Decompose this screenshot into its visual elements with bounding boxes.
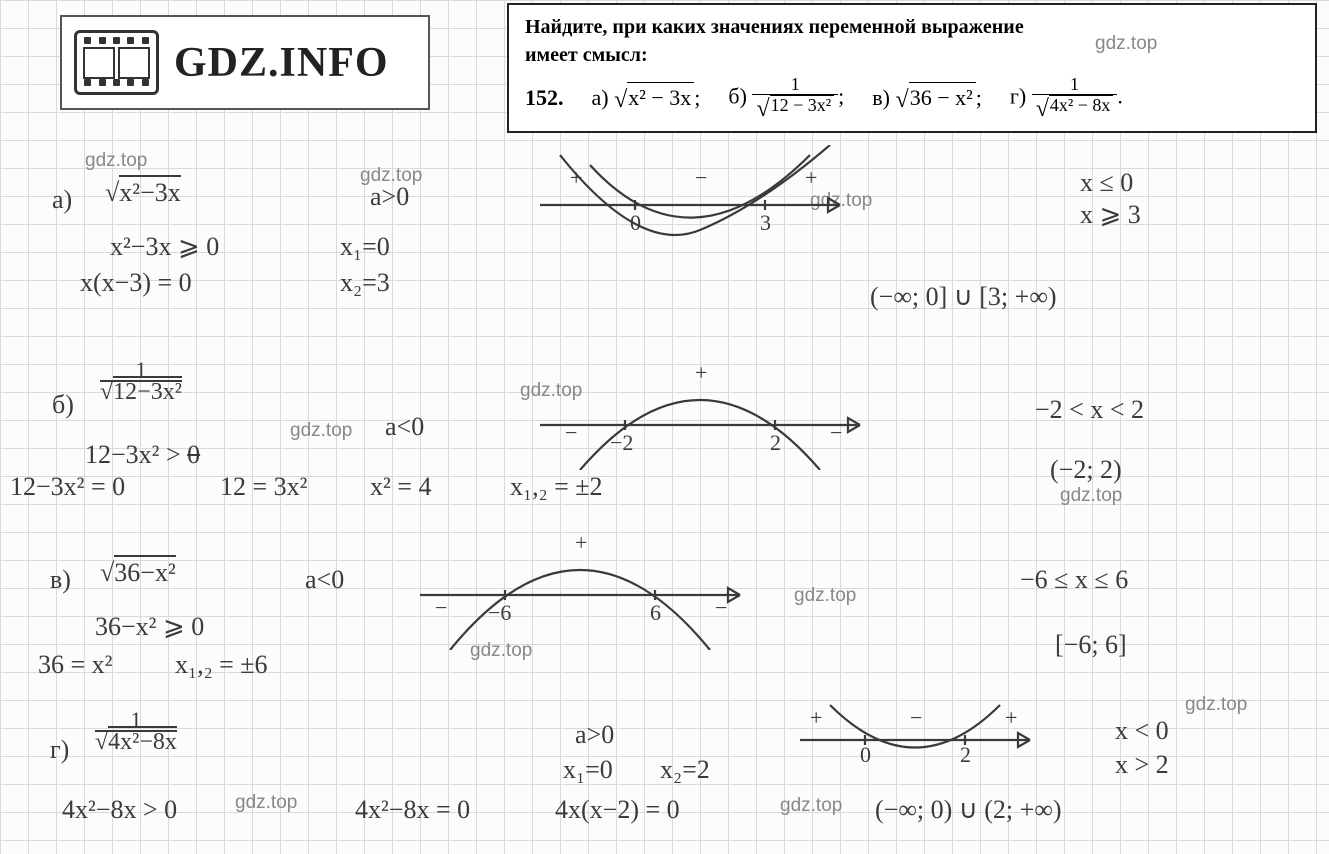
g-diagram: 0 2 + − + bbox=[790, 700, 1050, 790]
b-line1: 12−3x² > 0 bbox=[85, 440, 200, 470]
v-roots: x₁,₂ = ±6 bbox=[175, 650, 268, 680]
b-diagram: −2 2 − + − bbox=[530, 350, 890, 470]
g-root2: x₂=2 bbox=[660, 755, 710, 785]
svg-text:+: + bbox=[575, 530, 587, 555]
v-line2: 36 = x² bbox=[38, 650, 112, 680]
watermark: gdz.top bbox=[1185, 694, 1247, 716]
a-res1: x ≤ 0 bbox=[1080, 168, 1133, 198]
g-sign: a>0 bbox=[575, 720, 614, 750]
watermark: gdz.top bbox=[290, 420, 352, 442]
svg-text:0: 0 bbox=[860, 742, 871, 767]
watermark: gdz.top bbox=[780, 795, 842, 817]
a-root1: x₁=0 bbox=[340, 232, 390, 262]
g-root1: x₁=0 bbox=[563, 755, 613, 785]
svg-text:3: 3 bbox=[760, 210, 771, 235]
svg-text:−: − bbox=[695, 165, 707, 190]
item-b: б) 1 √12 − 3x² ; bbox=[728, 75, 844, 122]
a-diagram: 0 3 + − + bbox=[530, 145, 870, 265]
b-label: б) bbox=[52, 390, 74, 420]
b-line4: x² = 4 bbox=[370, 472, 431, 502]
svg-text:2: 2 bbox=[770, 430, 781, 455]
b-expr: 1 √12−3x² bbox=[100, 360, 182, 403]
svg-text:6: 6 bbox=[650, 600, 661, 625]
svg-text:+: + bbox=[810, 705, 822, 730]
watermark: gdz.top bbox=[794, 585, 856, 607]
svg-text:−: − bbox=[715, 595, 727, 620]
svg-text:−2: −2 bbox=[610, 430, 633, 455]
a-line1: x²−3x ⩾ 0 bbox=[110, 232, 219, 262]
a-line2: x(x−3) = 0 bbox=[80, 268, 192, 298]
v-answer: [−6; 6] bbox=[1055, 630, 1127, 660]
problem-number: 152. bbox=[525, 83, 564, 114]
logo-text: GDZ.INFO bbox=[174, 39, 389, 87]
problem-title-2: имеет смысл: bbox=[525, 41, 1299, 69]
watermark: gdz.top bbox=[85, 150, 147, 172]
a-root2: x₂=3 bbox=[340, 268, 390, 298]
svg-text:−: − bbox=[435, 595, 447, 620]
svg-text:−: − bbox=[910, 705, 922, 730]
g-line2: 4x²−8x = 0 bbox=[355, 795, 470, 825]
v-line1: 36−x² ⩾ 0 bbox=[95, 612, 204, 642]
b-answer: (−2; 2) bbox=[1050, 455, 1122, 485]
problem-box: Найдите, при каких значениях переменной … bbox=[507, 3, 1317, 133]
film-icon bbox=[74, 30, 159, 95]
problem-row: 152. а) √x² − 3x; б) 1 √12 − 3x² ; в) √3… bbox=[525, 75, 1299, 122]
g-label: г) bbox=[50, 735, 69, 765]
svg-text:2: 2 bbox=[960, 742, 971, 767]
g-res2: x > 2 bbox=[1115, 750, 1169, 780]
v-diagram: −6 6 − + − bbox=[410, 520, 770, 650]
a-res2: x ⩾ 3 bbox=[1080, 200, 1141, 230]
b-sign: a<0 bbox=[385, 412, 424, 442]
b-res: −2 < x < 2 bbox=[1035, 395, 1144, 425]
watermark: gdz.top bbox=[1060, 485, 1122, 507]
logo-box: GDZ.INFO bbox=[60, 15, 430, 110]
watermark: gdz.top bbox=[1095, 33, 1157, 55]
g-line1: 4x²−8x > 0 bbox=[62, 795, 177, 825]
watermark: gdz.top bbox=[235, 792, 297, 814]
svg-text:0: 0 bbox=[630, 210, 641, 235]
b-line2: 12−3x² = 0 bbox=[10, 472, 125, 502]
a-sign: a>0 bbox=[370, 182, 409, 212]
g-answer: (−∞; 0) ∪ (2; +∞) bbox=[875, 795, 1062, 825]
v-expr: √36−x² bbox=[100, 558, 176, 588]
svg-text:+: + bbox=[1005, 705, 1017, 730]
g-line3: 4x(x−2) = 0 bbox=[555, 795, 680, 825]
svg-text:−: − bbox=[565, 420, 577, 445]
a-label: а) bbox=[52, 185, 72, 215]
v-label: в) bbox=[50, 565, 71, 595]
a-answer: (−∞; 0] ∪ [3; +∞) bbox=[870, 282, 1057, 312]
problem-title-1: Найдите, при каких значениях переменной … bbox=[525, 13, 1299, 41]
v-res: −6 ≤ x ≤ 6 bbox=[1020, 565, 1128, 595]
g-res1: x < 0 bbox=[1115, 716, 1169, 746]
v-sign: a<0 bbox=[305, 565, 344, 595]
svg-text:+: + bbox=[570, 165, 582, 190]
svg-text:−6: −6 bbox=[488, 600, 511, 625]
a-expr: √x²−3x bbox=[105, 178, 181, 208]
b-line3: 12 = 3x² bbox=[220, 472, 307, 502]
svg-text:+: + bbox=[805, 165, 817, 190]
item-a: а) √x² − 3x; bbox=[592, 82, 701, 116]
item-v: в) √36 − x²; bbox=[872, 82, 982, 116]
svg-text:+: + bbox=[695, 360, 707, 385]
item-g: г) 1 √4x² − 8x . bbox=[1010, 75, 1123, 122]
g-expr: 1 √4x²−8x bbox=[95, 710, 177, 753]
svg-text:−: − bbox=[830, 420, 842, 445]
b-roots: x₁,₂ = ±2 bbox=[510, 472, 603, 502]
